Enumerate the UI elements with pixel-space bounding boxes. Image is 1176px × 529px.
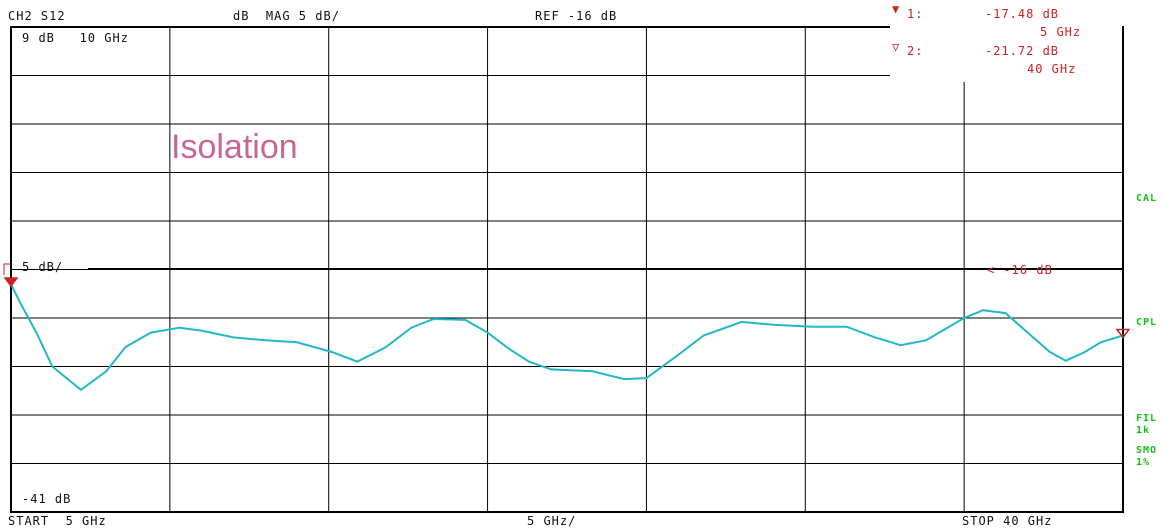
bottom-level-readout: -41 dB	[22, 492, 72, 506]
marker-2-trace-symbol	[1115, 328, 1131, 339]
marker-2-value: -21.72 dB	[985, 44, 1060, 58]
marker-2-frequency: 40 GHz	[1027, 62, 1077, 76]
start-frequency: START 5 GHz	[8, 514, 107, 528]
status-smo-value: 1%	[1136, 457, 1151, 468]
status-fil: FIL	[1136, 413, 1158, 424]
marker-symbols	[3, 277, 1131, 339]
marker-1-label: 1:	[907, 7, 924, 21]
format-readout: dB MAG 5 dB/	[233, 9, 340, 23]
status-cal: CAL	[1136, 193, 1158, 204]
ref-position-tick	[3, 263, 11, 275]
status-cpl: CPL	[1136, 317, 1158, 328]
trace-s12	[10, 283, 1124, 392]
scale-readout: 5 dB/	[22, 260, 64, 274]
stop-frequency: STOP 40 GHz	[962, 514, 1053, 528]
marker-1-symbol-icon: ▼	[892, 2, 901, 16]
marker-1-trace-symbol	[3, 277, 19, 288]
marker-panel	[890, 4, 1122, 82]
marker-1-value: -17.48 dB	[985, 7, 1060, 21]
plot-title: Isolation	[171, 128, 298, 166]
cursor-readout: 9 dB 10 GHz	[22, 31, 129, 45]
status-smo: SMO	[1136, 445, 1158, 456]
marker-1-frequency: 5 GHz	[1040, 25, 1082, 39]
span-per-division: 5 GHz/	[527, 514, 577, 528]
marker-2-label: 2:	[907, 44, 924, 58]
reference-readout: REF -16 dB	[535, 9, 618, 23]
marker-2-symbol-icon: ▽	[892, 40, 901, 54]
status-fil-value: 1k	[1136, 425, 1151, 436]
ref-level-readout: < -16 dB	[987, 263, 1053, 277]
channel-readout: CH2 S12	[8, 9, 66, 23]
